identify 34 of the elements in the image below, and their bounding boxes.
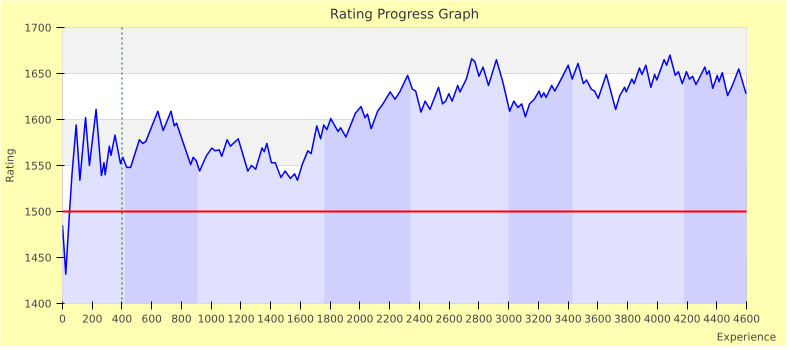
x-tick-label: 1600 <box>286 312 314 326</box>
x-tick-label: 2800 <box>465 312 493 326</box>
y-tick-label: 1550 <box>24 160 52 172</box>
x-tick-label: 2400 <box>406 312 434 326</box>
x-tick-label: 0 <box>59 312 66 326</box>
x-tick-label: 1000 <box>198 312 225 326</box>
x-tick-label: 2200 <box>376 312 404 326</box>
x-tick-label: 1800 <box>316 312 344 326</box>
chart-title: Rating Progress Graph <box>330 8 480 22</box>
x-tick-label: 3400 <box>554 312 582 326</box>
x-axis-title: Experience <box>716 330 776 344</box>
y-tick-label: 1500 <box>24 206 52 218</box>
x-tick-label: 3000 <box>495 312 522 326</box>
x-tick-label: 1400 <box>257 312 284 326</box>
x-tick-label: 2600 <box>436 312 463 326</box>
x-tick-label: 4600 <box>732 312 760 326</box>
y-tick-label: 1600 <box>24 114 52 126</box>
y-tick-label: 1700 <box>24 22 52 34</box>
y-tick-label: 1450 <box>24 252 52 264</box>
x-tick-label: 200 <box>82 312 103 326</box>
x-tick-label: 1200 <box>227 312 255 326</box>
x-tick-label: 4400 <box>703 312 731 326</box>
x-tick-label: 3800 <box>614 312 642 326</box>
y-axis-title: Rating <box>3 148 16 183</box>
x-tick-label: 4200 <box>673 312 701 326</box>
y-tick-label: 1650 <box>24 68 52 80</box>
x-tick-label: 400 <box>112 312 132 326</box>
x-tick-label: 800 <box>171 312 192 326</box>
x-tick-label: 3200 <box>524 312 552 326</box>
x-tick-label: 600 <box>142 312 162 326</box>
y-tick-label: 1400 <box>24 298 52 310</box>
x-tick-label: 3600 <box>584 312 612 326</box>
x-tick-label: 2000 <box>346 312 374 326</box>
x-tick-label: 4000 <box>644 312 672 326</box>
